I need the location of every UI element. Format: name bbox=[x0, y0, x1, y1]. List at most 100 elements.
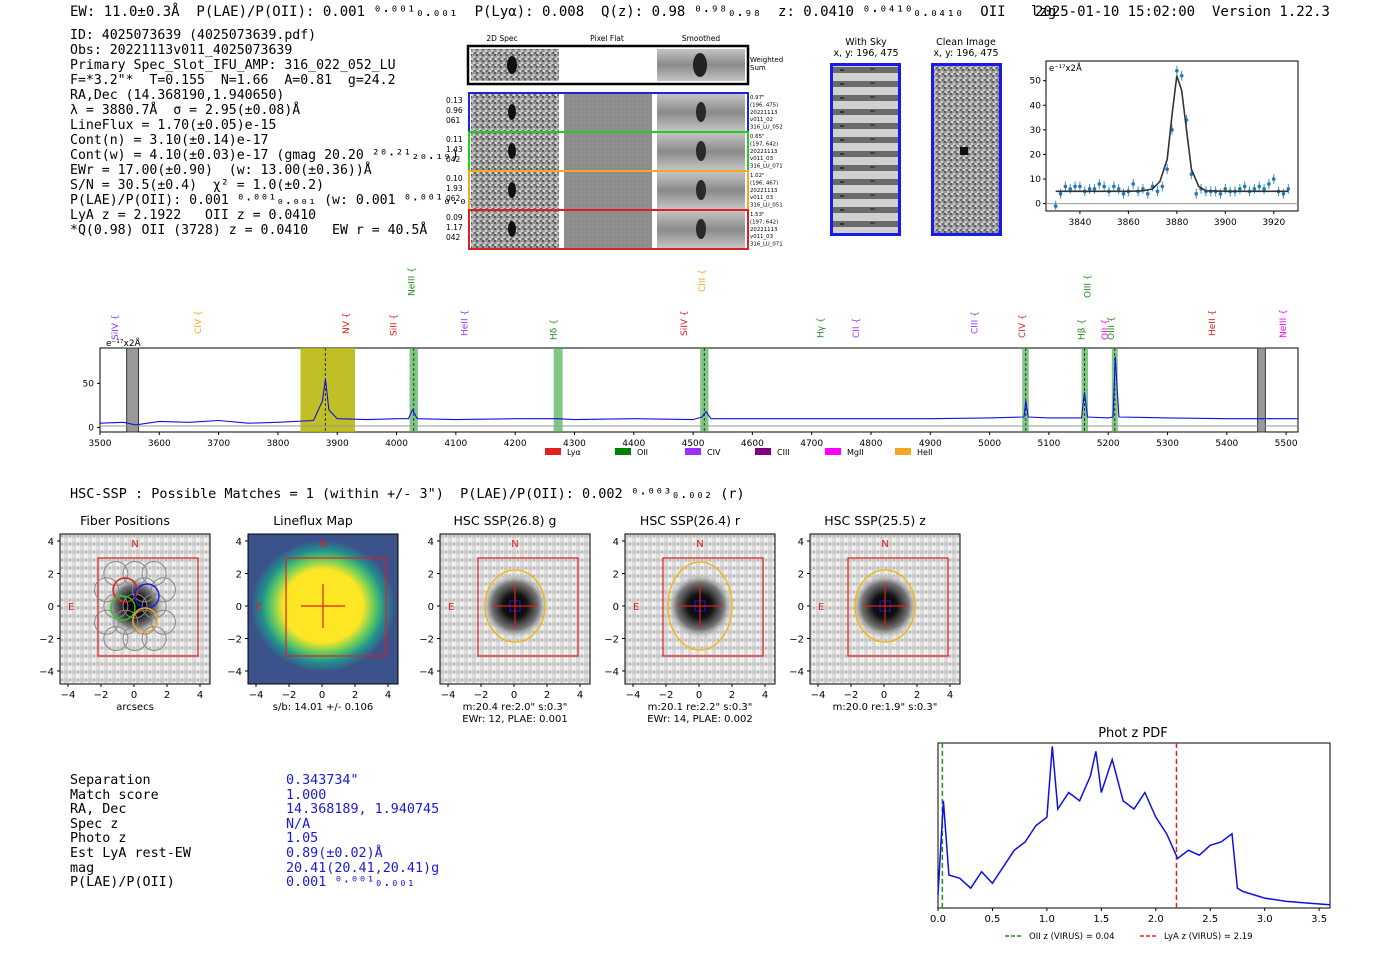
cutout-left-label: 0.13 bbox=[446, 96, 463, 105]
panel-frame bbox=[247, 533, 399, 685]
x-tick-label: 5300 bbox=[1156, 439, 1179, 449]
match-row: P(LAE)/P(OII) 0.001 ⁰·⁰⁰¹₀.₀₀₁ bbox=[70, 875, 415, 891]
x-tick-label: 3860 bbox=[1117, 218, 1140, 228]
source-blob bbox=[508, 104, 516, 120]
y-tick-label: 0 bbox=[48, 602, 54, 613]
panel-title: HSC SSP(25.5) z bbox=[824, 513, 926, 528]
line-fit-chart: e⁻¹⁷x2Å 0 10 20 30 40 50 3840 3860 3880 3900 3920 bbox=[1030, 60, 1299, 228]
y-tick-label: −2 bbox=[789, 635, 804, 646]
source-blob bbox=[693, 53, 707, 77]
clean-image-title: Clean Image x, y: 196, 475 bbox=[933, 37, 999, 59]
panel-frame bbox=[809, 533, 961, 685]
sky-panels bbox=[830, 63, 1002, 236]
x-tick-label: 0 bbox=[319, 690, 325, 701]
match-row: Match score 1.000 bbox=[70, 787, 327, 803]
x-tick-label: 4500 bbox=[682, 439, 705, 449]
x-tick-label: 3700 bbox=[207, 439, 230, 449]
source-blob bbox=[508, 143, 516, 159]
y-tick-label: 30 bbox=[1030, 126, 1042, 136]
x-tick-label: −2 bbox=[659, 690, 674, 701]
data-point bbox=[1073, 184, 1077, 189]
data-point bbox=[1160, 184, 1165, 189]
data-point bbox=[1053, 204, 1058, 208]
data-point bbox=[1145, 191, 1150, 196]
panel-frame bbox=[59, 533, 211, 685]
x-tick-label: 5100 bbox=[1037, 439, 1060, 449]
info-line: RA,Dec (14.368190,1.940650) bbox=[70, 88, 285, 103]
line-label: SiII { bbox=[390, 314, 400, 336]
compass-e: E bbox=[68, 602, 74, 613]
data-point bbox=[1116, 187, 1121, 191]
y-tick-label: 50 bbox=[1030, 77, 1042, 87]
info-line: λ = 3880.7Å σ = 2.95(±0.08)Å bbox=[70, 103, 301, 118]
fiber-highlight bbox=[132, 607, 158, 633]
x-tick-label: 3900 bbox=[1214, 218, 1237, 228]
y-tick-label: 0 bbox=[613, 602, 619, 613]
match-row: RA, Dec 14.368189, 1.940745 bbox=[70, 802, 440, 818]
panel-title: Lineflux Map bbox=[273, 513, 353, 528]
y-tick-label: 0 bbox=[88, 424, 94, 434]
cutout-right-label: 20221113 bbox=[750, 227, 777, 233]
aperture-box bbox=[285, 557, 387, 657]
cutout-pixelflat bbox=[564, 211, 652, 248]
masked-band bbox=[126, 347, 140, 433]
info-line: LyA z = 2.1922 OII z = 0.0410 bbox=[70, 208, 317, 223]
legend-label: CIII bbox=[777, 448, 790, 457]
data-point bbox=[1058, 191, 1063, 196]
x-tick-label: 3.5 bbox=[1311, 914, 1327, 925]
photz-pdf-chart: Phot z PDF 0.0 0.5 1.0 1.5 2.0 2.5 3.0 3.5 OII … bbox=[930, 726, 1331, 942]
y-tick-label: 4 bbox=[428, 537, 434, 548]
x-tick-label: 4400 bbox=[622, 439, 645, 449]
x-tick-label: 2 bbox=[544, 690, 550, 701]
cutout-right-label: v011_03 bbox=[750, 234, 773, 240]
cutout-right-label: 0.65" bbox=[750, 134, 764, 140]
x-tick-label: 2 bbox=[914, 690, 920, 701]
x-tick-label: 1.0 bbox=[1039, 914, 1055, 925]
compass-e: E bbox=[818, 602, 824, 613]
col-title: Pixel Flat bbox=[590, 34, 624, 43]
data-point bbox=[1179, 73, 1184, 78]
cutout-left-label: 1.93 bbox=[446, 184, 463, 193]
x-tick-label: 4800 bbox=[860, 439, 883, 449]
line-label: Hβ { bbox=[1077, 319, 1087, 340]
panel-xlabel: m:20.1 re:2.2" s:0.3" bbox=[648, 702, 753, 713]
source-blob bbox=[696, 102, 706, 122]
data-point bbox=[1257, 184, 1262, 189]
x-axis: 0.0 0.5 1.0 1.5 2.0 2.5 3.0 3.5 bbox=[930, 908, 1327, 925]
source-blob bbox=[508, 182, 516, 198]
with-sky-title: With Sky x, y: 196, 475 bbox=[833, 37, 899, 59]
fiber-circle bbox=[94, 609, 120, 635]
x-tick-label: 2.5 bbox=[1202, 914, 1218, 925]
cutout-pixelflat bbox=[564, 133, 652, 170]
x-tick-label: −2 bbox=[94, 690, 109, 701]
x-tick-label: 0 bbox=[881, 690, 887, 701]
panel-title: HSC SSP(26.8) g bbox=[454, 513, 557, 528]
version: Version 1.22.3 bbox=[1211, 4, 1330, 20]
cutout-right-label: 316_LU_052 bbox=[750, 125, 783, 131]
x-tick-label: 3840 bbox=[1068, 218, 1091, 228]
y-tick-label: −2 bbox=[40, 635, 54, 646]
cutout-right-label: 1.53" bbox=[750, 212, 764, 218]
col-title: 2D Spec bbox=[486, 34, 517, 43]
line-label: OII { bbox=[1101, 319, 1111, 340]
line-label: NV { bbox=[342, 313, 352, 334]
legend-label: OII bbox=[637, 448, 648, 457]
legend-swatch bbox=[895, 448, 911, 455]
y-tick-label: −4 bbox=[40, 667, 54, 678]
panel-title: Fiber Positions bbox=[80, 513, 170, 528]
line-label: OIII { bbox=[1083, 274, 1093, 298]
y-tick-label: 20 bbox=[1030, 150, 1042, 160]
info-line: LineFlux = 1.70(±0.05)e-15 bbox=[70, 118, 277, 133]
compass-n: N bbox=[131, 539, 138, 550]
x-tick-label: 2 bbox=[729, 690, 735, 701]
fiber-circle bbox=[131, 577, 157, 603]
data-point bbox=[1286, 187, 1291, 191]
x-tick-label: 3600 bbox=[148, 439, 171, 449]
cutout-left-label: 1.17 bbox=[446, 223, 463, 232]
legend-label: CIV bbox=[707, 448, 721, 457]
legend-swatch bbox=[825, 448, 841, 455]
with-sky-image bbox=[830, 63, 901, 236]
y-tick-label: 0 bbox=[1035, 200, 1041, 210]
data-point bbox=[1131, 182, 1136, 186]
compass-n: N bbox=[319, 539, 326, 550]
